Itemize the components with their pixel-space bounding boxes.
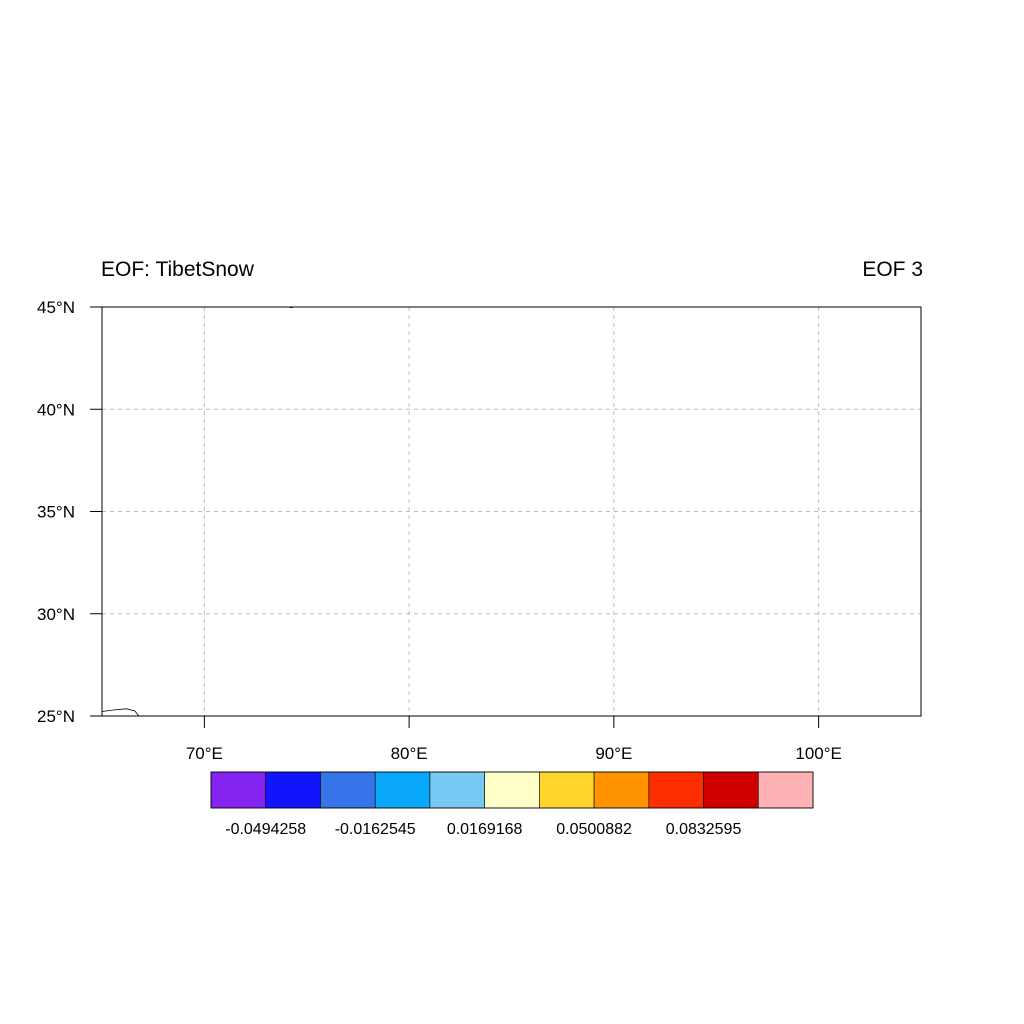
colorbar: -0.0494258 -0.0162545 0.0169168 0.0500882 0.…: [210, 771, 814, 838]
lon-tick-label: 100°E: [795, 744, 842, 763]
gridlines: [102, 307, 921, 716]
colorbar-swatch: [429, 771, 485, 809]
colorbar-swatch: [484, 771, 540, 809]
lat-tick-label: 40°N: [37, 400, 75, 419]
colorbar-label: -0.0494258: [225, 821, 306, 838]
colorbar-label: -0.0162545: [335, 821, 416, 838]
colorbar-swatch: [648, 771, 704, 809]
colorbar-swatch: [703, 771, 759, 809]
colorbar-outline: [210, 771, 814, 809]
colorbar-label: 0.0500882: [556, 821, 632, 838]
lat-tick-label: 25°N: [37, 707, 75, 726]
colorbar-swatch: [265, 771, 321, 809]
lat-tick-label: 35°N: [37, 503, 75, 522]
colorbar-swatch: [539, 771, 595, 809]
colorbar-label: 0.0169168: [447, 821, 523, 838]
map-axes: 25°N 30°N 35°N 40°N 45°N 70°E 80°E 90°E 100°E: [37, 298, 842, 763]
lon-tick-label: 70°E: [186, 744, 223, 763]
colorbar-swatch: [210, 771, 267, 809]
colorbar-swatch: [593, 771, 650, 809]
lat-tick-label: 45°N: [37, 298, 75, 317]
colorbar-swatch: [320, 771, 376, 809]
plot-title-right: EOF 3: [862, 258, 923, 281]
lon-tick-label: 80°E: [391, 744, 428, 763]
colorbar-swatch: [757, 771, 814, 809]
colorbar-swatch: [374, 771, 431, 809]
colorbar-label: 0.0832595: [666, 821, 742, 838]
coastline: [101, 708, 140, 717]
lon-tick-label: 90°E: [595, 744, 632, 763]
lat-tick-label: 30°N: [37, 605, 75, 624]
plot-title-left: EOF: TibetSnow: [101, 258, 254, 281]
